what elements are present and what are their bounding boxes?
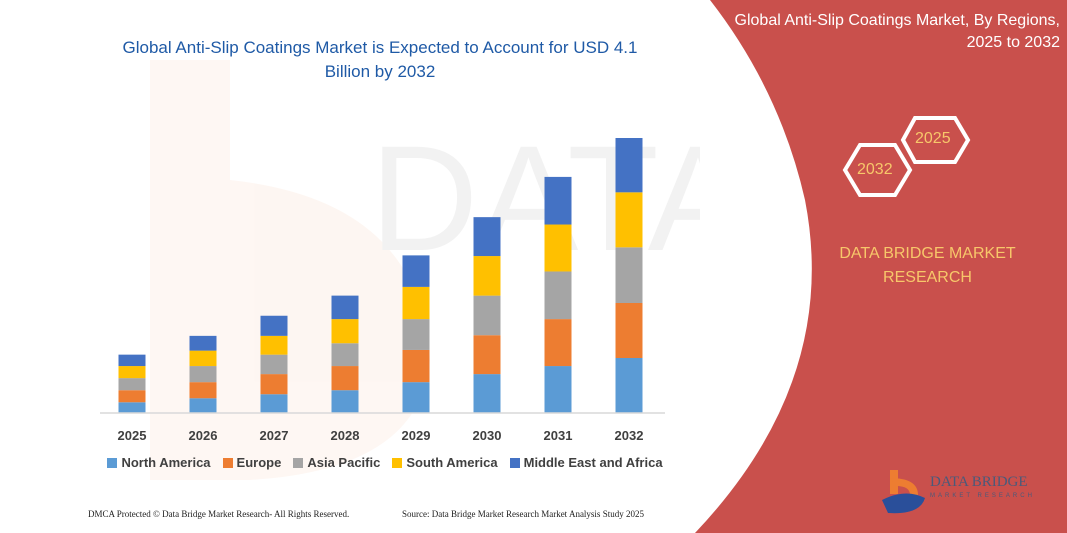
- legend-label: North America: [121, 455, 211, 470]
- legend-label: Middle East and Africa: [523, 455, 663, 470]
- bar-segment-2029-middle-east-and-africa: [402, 255, 430, 287]
- bar-segment-2029-asia-pacific: [402, 319, 430, 350]
- x-tick-label: 2030: [473, 428, 502, 443]
- bar-segment-2028-north-america: [331, 390, 359, 413]
- x-tick-label: 2028: [331, 428, 360, 443]
- footer-source: Source: Data Bridge Market Research Mark…: [402, 509, 644, 519]
- bar-segment-2028-asia-pacific: [331, 343, 359, 367]
- legend-item: South America: [392, 455, 498, 470]
- bar-segment-2028-europe: [331, 366, 359, 391]
- bar-segment-2031-middle-east-and-africa: [544, 176, 572, 225]
- legend-item: North America: [107, 455, 211, 470]
- brand-text: DATA BRIDGE MARKET RESEARCH: [839, 245, 1016, 286]
- logo-text: DATA BRIDGE: [930, 474, 1028, 490]
- bar-segment-2026-asia-pacific: [189, 366, 217, 383]
- bar-segment-2026-south-america: [189, 350, 217, 367]
- chart-title: Global Anti-Slip Coatings Market is Expe…: [122, 38, 638, 81]
- right-panel-title: Global Anti-Slip Coatings Market, By Reg…: [734, 12, 1060, 51]
- x-tick-label: 2025: [118, 428, 147, 443]
- bar-segment-2032-middle-east-and-africa: [615, 138, 643, 193]
- bar-segment-2032-europe: [615, 303, 643, 358]
- bar-segment-2025-asia-pacific: [118, 378, 146, 391]
- bar-segment-2028-middle-east-and-africa: [331, 295, 359, 320]
- bar-segment-2031-south-america: [544, 224, 572, 272]
- bar-segment-2029-north-america: [402, 382, 430, 413]
- bar-segment-2025-europe: [118, 390, 146, 403]
- x-tick-label: 2026: [189, 428, 218, 443]
- bar-segment-2027-middle-east-and-africa: [260, 315, 288, 336]
- bar-segment-2027-north-america: [260, 394, 288, 413]
- bar-segment-2025-middle-east-and-africa: [118, 354, 146, 367]
- legend-label: Asia Pacific: [307, 455, 381, 470]
- bar-segment-2028-south-america: [331, 319, 359, 344]
- bar-segment-2031-europe: [544, 319, 572, 367]
- data-bridge-logo-icon: [882, 470, 925, 514]
- bar-segment-2026-europe: [189, 382, 217, 399]
- bar-segment-2027-south-america: [260, 335, 288, 355]
- hexagon-2025: [900, 116, 971, 164]
- bar-segment-2030-europe: [473, 335, 501, 375]
- legend-swatch: [107, 457, 118, 468]
- legend-swatch: [293, 457, 304, 468]
- bar-segment-2032-north-america: [615, 358, 643, 413]
- bar-segment-2032-asia-pacific: [615, 247, 643, 303]
- hexagon-2032: [842, 143, 913, 197]
- x-tick-label: 2031: [544, 428, 573, 443]
- x-tick-label: 2027: [260, 428, 289, 443]
- bar-segment-2032-south-america: [615, 192, 643, 248]
- legend-item: Asia Pacific: [293, 455, 380, 470]
- x-tick-label: 2029: [402, 428, 431, 443]
- legend-item: Middle East and Africa: [509, 455, 663, 470]
- logo-subtext: MARKET RESEARCH: [930, 493, 1035, 499]
- legend-label: Europe: [236, 455, 282, 470]
- legend-label: South America: [406, 455, 498, 470]
- bar-segment-2027-asia-pacific: [260, 354, 288, 375]
- bar-segment-2031-north-america: [544, 366, 572, 413]
- stacked-bar-chart: DATA 2025 2026 2027 2028 2029 2030 2031 2032: [100, 60, 700, 480]
- bar-segment-2027-europe: [260, 374, 288, 395]
- footer-copyright: DMCA Protected © Data Bridge Market Rese…: [88, 509, 350, 519]
- legend-swatch: [392, 457, 403, 468]
- bar-segment-2029-south-america: [402, 286, 430, 320]
- bar-segment-2025-north-america: [118, 402, 146, 413]
- legend-swatch: [509, 457, 520, 468]
- x-tick-label: 2032: [615, 428, 644, 443]
- legend-swatch: [222, 457, 233, 468]
- svg-text:DATA: DATA: [370, 114, 700, 282]
- bar-segment-2030-middle-east-and-africa: [473, 217, 501, 257]
- bar-segment-2030-north-america: [473, 374, 501, 413]
- watermark-logo: DATA: [150, 60, 700, 480]
- bar-segment-2031-asia-pacific: [544, 271, 572, 320]
- bar-segment-2026-north-america: [189, 398, 217, 413]
- bar-segment-2025-south-america: [118, 366, 146, 379]
- bar-segment-2026-middle-east-and-africa: [189, 335, 217, 351]
- legend: North America Europe Asia Pacific South Ame…: [100, 455, 670, 470]
- legend-item: Europe: [222, 455, 282, 470]
- hex-label-2025: 2025: [915, 130, 951, 147]
- bar-segment-2030-asia-pacific: [473, 295, 501, 336]
- bar-segment-2030-south-america: [473, 256, 501, 296]
- hex-label-2032: 2032: [857, 161, 893, 178]
- bar-segment-2029-europe: [402, 349, 430, 383]
